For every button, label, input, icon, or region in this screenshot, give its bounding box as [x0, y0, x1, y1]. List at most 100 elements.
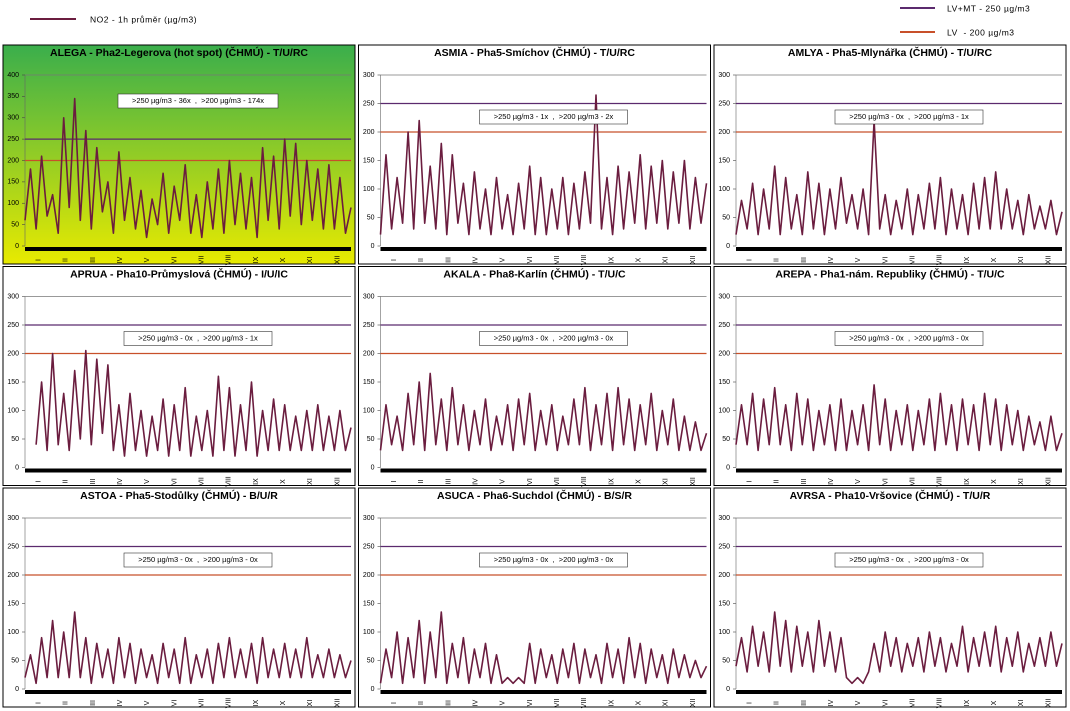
- month-label: VIII: [226, 255, 233, 266]
- series-line: [24, 97, 352, 239]
- legend-label: LV - 200 µg/m3: [947, 27, 1015, 37]
- month-label: VI: [171, 257, 178, 264]
- month-label: II: [418, 258, 425, 262]
- panel: [713, 266, 1067, 486]
- month-label: XII: [1045, 699, 1052, 708]
- y-tick-label: 0: [371, 686, 375, 693]
- month-label: XII: [690, 699, 697, 708]
- month-label: IX: [608, 699, 615, 706]
- month-label: V: [855, 700, 862, 705]
- month-label: IX: [608, 478, 615, 485]
- annotation-box: [479, 552, 628, 568]
- y-tick-label: 200: [7, 350, 19, 357]
- annotation-box: [123, 552, 273, 568]
- month-label: III: [90, 479, 97, 485]
- month-label: XI: [1018, 700, 1025, 707]
- annotation: >250 µg/m3 - 0x , >200 µg/m3 - 0x: [849, 555, 969, 564]
- month-label: VI: [527, 478, 534, 485]
- panel-title: ASUCA - Pha6-Suchdol (ČHMÚ) - B/S/R: [437, 489, 632, 502]
- month-label: I: [391, 702, 398, 704]
- series-line: [379, 94, 708, 236]
- y-tick-label: 350: [7, 93, 19, 100]
- y-tick-label: 50: [722, 657, 730, 664]
- y-tick-label: 50: [722, 436, 730, 443]
- y-tick-label: 100: [718, 629, 730, 636]
- month-label: IV: [472, 478, 479, 485]
- series-line: [735, 119, 1063, 236]
- x-axis-bar: [736, 690, 1062, 694]
- month-label: VIII: [937, 255, 944, 266]
- month-label: XI: [663, 257, 670, 264]
- annotation-box: [834, 331, 984, 346]
- y-tick-label: 150: [718, 157, 730, 164]
- y-tick-label: 250: [7, 322, 19, 329]
- y-tick-label: 0: [726, 464, 730, 471]
- month-label: III: [801, 479, 808, 485]
- month-label: VII: [909, 256, 916, 265]
- annotation: >250 µg/m3 - 0x , >200 µg/m3 - 0x: [138, 555, 258, 564]
- y-tick-label: 200: [718, 129, 730, 136]
- panel-title: APRUA - Pha10-Průmyslová (ČHMÚ) - I/U/IC: [70, 267, 288, 280]
- month-label: V: [144, 700, 151, 705]
- month-label: VII: [554, 256, 561, 265]
- y-tick-label: 0: [371, 243, 375, 250]
- month-label: XII: [334, 477, 341, 486]
- y-tick-label: 0: [15, 464, 19, 471]
- series-line: [24, 611, 352, 685]
- y-tick-label: 50: [11, 221, 19, 228]
- annotation-box: [479, 109, 628, 125]
- y-tick-label: 150: [363, 600, 375, 607]
- month-label: XII: [1045, 477, 1052, 486]
- month-label: II: [774, 258, 781, 262]
- month-label: I: [391, 259, 398, 261]
- month-label: VIII: [581, 476, 588, 487]
- month-label: V: [144, 479, 151, 484]
- y-tick-label: 150: [7, 600, 19, 607]
- month-label: VIII: [581, 255, 588, 266]
- month-label: III: [801, 700, 808, 706]
- month-label: II: [418, 480, 425, 484]
- y-tick-label: 250: [363, 322, 375, 329]
- month-label: VII: [554, 477, 561, 486]
- x-axis-bar: [736, 468, 1062, 473]
- y-tick-label: 150: [363, 157, 375, 164]
- annotation: >250 µg/m3 - 0x , >200 µg/m3 - 0x: [494, 333, 614, 342]
- month-label: X: [991, 257, 998, 262]
- month-label: VI: [882, 257, 889, 264]
- y-tick-label: 150: [7, 179, 19, 186]
- month-label: IX: [253, 699, 260, 706]
- y-tick-label: 50: [367, 657, 375, 664]
- y-tick-label: 150: [7, 379, 19, 386]
- month-label: X: [991, 479, 998, 484]
- y-tick-label: 0: [726, 686, 730, 693]
- month-label: XII: [690, 477, 697, 486]
- y-tick-label: 300: [7, 293, 19, 300]
- month-label: XII: [334, 256, 341, 265]
- y-tick-label: 300: [718, 515, 730, 522]
- panel-title: AKALA - Pha8-Karlín (ČHMÚ) - T/U/C: [443, 267, 626, 280]
- month-label: IX: [608, 256, 615, 263]
- x-axis-bar: [25, 247, 351, 251]
- series-line: [379, 611, 708, 685]
- y-tick-label: 100: [363, 186, 375, 193]
- month-label: II: [63, 480, 70, 484]
- y-tick-label: 250: [718, 100, 730, 107]
- month-label: IV: [117, 478, 124, 485]
- y-tick-label: 200: [718, 350, 730, 357]
- panel: [2, 487, 356, 708]
- y-tick-label: 50: [367, 436, 375, 443]
- series-line: [35, 349, 352, 457]
- y-tick-label: 0: [371, 464, 375, 471]
- month-label: XI: [1018, 257, 1025, 264]
- y-tick-label: 250: [718, 543, 730, 550]
- series-line: [735, 384, 1063, 452]
- y-tick-label: 150: [363, 379, 375, 386]
- panel-title: AREPA - Pha1-nám. Republiky (ČHMÚ) - T/U…: [775, 267, 1005, 280]
- annotation-box: [834, 552, 984, 568]
- y-tick-label: 250: [363, 100, 375, 107]
- y-tick-label: 100: [7, 407, 19, 414]
- month-label: V: [855, 257, 862, 262]
- y-tick-label: 150: [718, 379, 730, 386]
- month-label: I: [35, 480, 42, 482]
